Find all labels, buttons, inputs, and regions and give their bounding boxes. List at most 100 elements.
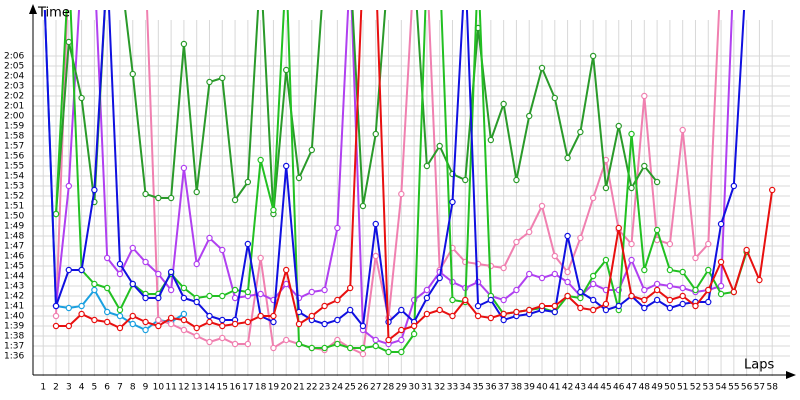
data-point — [641, 304, 648, 312]
data-point — [219, 74, 226, 82]
data-point — [91, 316, 98, 324]
x-tick-label: 27 — [370, 383, 381, 393]
y-tick-label: 1:58 — [4, 132, 24, 142]
data-point — [206, 312, 213, 320]
data-point — [487, 314, 495, 322]
data-point — [308, 146, 316, 154]
x-tick-label: 1 — [40, 383, 46, 393]
data-point — [142, 190, 149, 198]
x-tick-label: 4 — [79, 383, 85, 393]
x-tick-label: 28 — [383, 383, 395, 393]
data-point — [679, 268, 686, 276]
data-point — [219, 316, 226, 324]
y-tick-label: 1:42 — [4, 292, 24, 302]
data-point — [730, 182, 738, 190]
x-tick-label: 57 — [754, 383, 765, 393]
x-tick-label: 38 — [511, 383, 523, 393]
data-point — [615, 302, 622, 310]
data-point — [398, 306, 405, 314]
x-tick-label: 12 — [178, 383, 189, 393]
data-point — [423, 286, 431, 294]
y-tick-label: 2:02 — [4, 92, 24, 102]
data-point — [180, 294, 188, 302]
x-tick-label: 25 — [344, 383, 355, 393]
y-tick-label: 1:52 — [4, 192, 24, 202]
data-point — [372, 342, 379, 350]
data-point — [270, 318, 277, 326]
data-point — [231, 340, 239, 348]
y-tick-label: 2:04 — [4, 72, 24, 82]
series — [43, 10, 776, 358]
x-tick-label: 3 — [66, 383, 72, 393]
data-point — [564, 292, 571, 300]
x-tick-label: 14 — [204, 383, 216, 393]
x-tick-label: 43 — [575, 383, 586, 393]
data-point — [142, 318, 149, 326]
y-tick-label: 1:47 — [4, 242, 24, 252]
data-point — [65, 38, 73, 46]
data-point — [538, 64, 546, 72]
data-point — [295, 340, 303, 348]
x-tick-label: 30 — [408, 383, 420, 393]
data-point — [193, 298, 200, 306]
data-point — [449, 312, 456, 320]
x-tick-label: 33 — [447, 383, 458, 393]
x-tick-label: 19 — [268, 383, 280, 393]
data-point — [538, 302, 546, 310]
data-point — [769, 186, 776, 194]
y-tick-label: 2:05 — [4, 62, 24, 72]
data-point — [334, 296, 341, 304]
data-point — [628, 184, 635, 192]
data-point — [231, 286, 239, 294]
data-point — [487, 296, 495, 304]
data-point — [283, 336, 290, 344]
x-tick-label: 51 — [677, 383, 688, 393]
data-point — [474, 302, 482, 310]
x-tick-label: 11 — [165, 383, 176, 393]
data-point — [78, 266, 85, 274]
data-point — [334, 316, 341, 324]
x-tick-label: 37 — [498, 383, 509, 393]
data-point — [180, 310, 188, 318]
data-point — [577, 128, 584, 136]
data-point — [78, 310, 85, 318]
data-point — [321, 320, 328, 328]
x-tick-label: 13 — [191, 383, 202, 393]
data-point — [257, 290, 264, 298]
x-tick-label: 55 — [728, 383, 739, 393]
data-point — [705, 298, 712, 306]
data-point — [103, 284, 111, 292]
data-point — [206, 78, 213, 86]
data-point — [231, 294, 239, 302]
data-point — [257, 254, 264, 262]
data-point — [116, 306, 124, 314]
data-point — [526, 112, 533, 120]
x-tick-label: 39 — [523, 383, 535, 393]
data-point — [167, 268, 175, 276]
data-point — [155, 194, 162, 202]
y-tick-label: 1:37 — [4, 342, 24, 352]
data-point — [653, 296, 661, 304]
x-tick-label: 54 — [715, 383, 727, 393]
data-point — [641, 266, 648, 274]
x-tick-label: 35 — [472, 383, 483, 393]
data-point — [244, 178, 252, 186]
data-point — [167, 194, 175, 202]
data-point — [359, 202, 367, 210]
data-point — [526, 228, 533, 236]
data-point — [372, 336, 379, 344]
data-point — [65, 304, 73, 312]
data-point — [129, 280, 136, 288]
x-tick-label: 29 — [396, 383, 408, 393]
data-point — [334, 224, 341, 232]
data-point — [334, 340, 341, 348]
data-point — [398, 336, 405, 344]
data-point — [65, 266, 73, 274]
data-point — [116, 312, 124, 320]
data-point — [142, 294, 149, 302]
data-point — [167, 286, 175, 294]
y-tick-label: 1:53 — [4, 182, 24, 192]
data-point — [615, 224, 622, 232]
data-point — [436, 274, 443, 282]
data-point — [91, 286, 98, 294]
